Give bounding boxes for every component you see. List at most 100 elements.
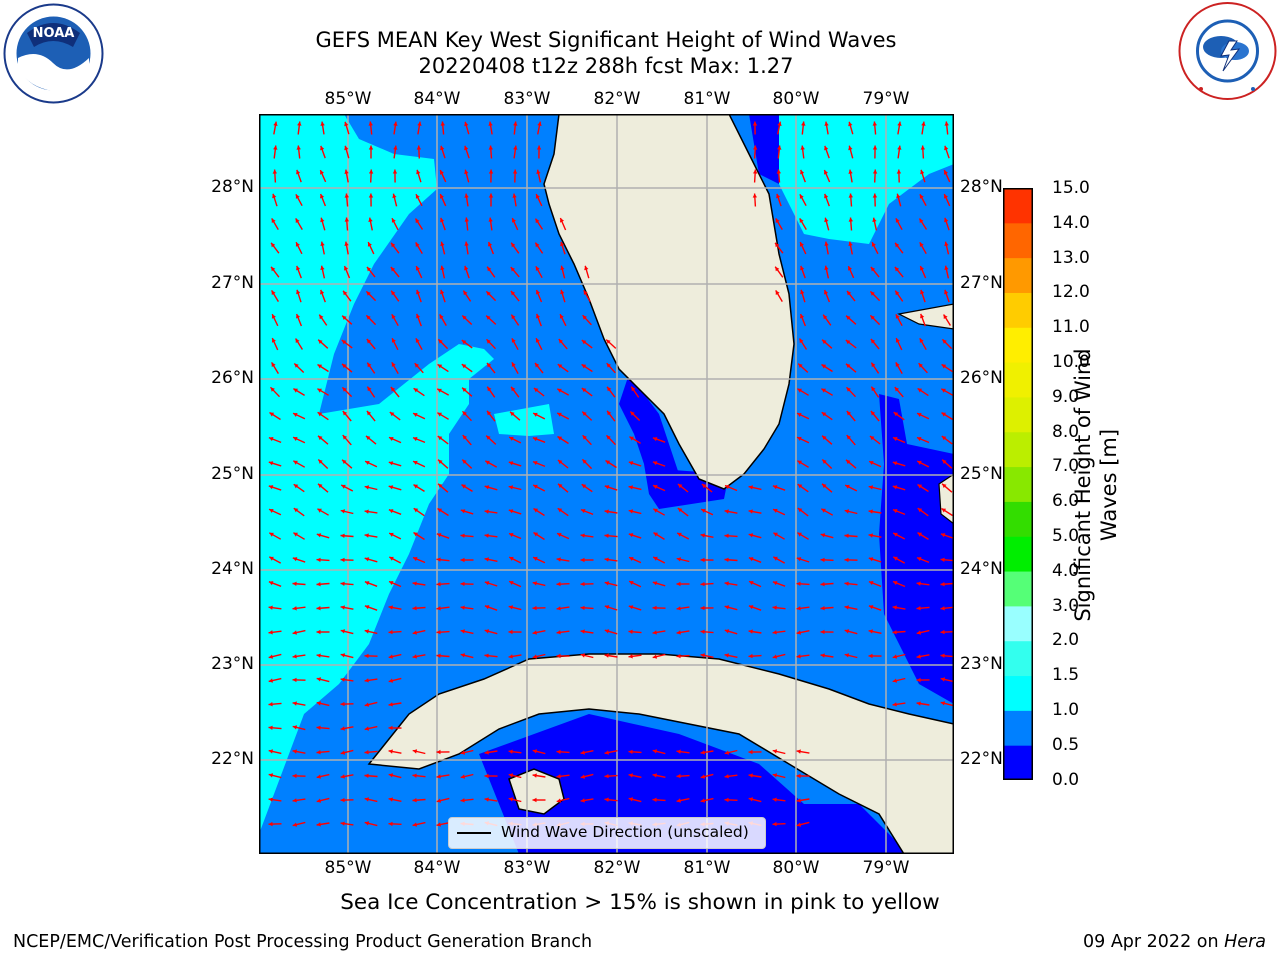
wave-direction-arrowhead: [796, 630, 801, 635]
wave-direction-arrowhead: [393, 121, 398, 126]
wave-direction-arrowhead: [484, 509, 489, 514]
cbar-tick-1-5: 1.5: [1052, 665, 1080, 685]
wave-direction-arrowhead: [460, 605, 465, 610]
wave-direction-arrowhead: [676, 798, 681, 803]
wave-direction-arrowhead: [486, 315, 491, 320]
wave-direction-arrowhead: [701, 484, 707, 489]
wave-direction-arrowhead: [412, 654, 417, 659]
colorbar-band: [1003, 675, 1033, 711]
wave-direction-arrowhead: [413, 460, 418, 465]
wave-direction-arrowhead: [508, 605, 514, 610]
wave-direction-arrowhead: [628, 749, 633, 754]
wave-direction-arrowhead: [388, 725, 393, 731]
wave-direction-arrowhead: [366, 410, 372, 416]
wave-direction-arrowhead: [487, 266, 492, 272]
wave-direction-arrowhead: [268, 821, 273, 827]
wave-direction-arrowhead: [844, 629, 850, 634]
wave-direction-arrowhead: [556, 606, 561, 611]
wave-direction-arrowhead: [388, 461, 394, 466]
colorbar-band: [1003, 640, 1033, 677]
wave-direction-arrowhead: [388, 702, 393, 707]
wave-direction-arrowhead: [292, 773, 297, 779]
wave-direction-arrowhead: [604, 750, 609, 755]
wave-direction-arrowhead: [487, 362, 492, 368]
wave-direction-arrowhead: [630, 411, 635, 416]
wave-direction-arrowhead: [604, 797, 609, 802]
lon-label-bottom-79: 79°W: [862, 858, 910, 878]
wave-direction-arrowhead: [461, 364, 467, 369]
lat-label-left-25: 25°N: [211, 464, 254, 484]
wave-direction-arrowhead: [917, 388, 923, 393]
wave-direction-arrowhead: [870, 291, 875, 296]
nws-logo: [1177, 1, 1278, 101]
wave-direction-arrowhead: [508, 773, 514, 778]
wave-direction-arrowhead: [895, 314, 900, 319]
wave-direction-arrowhead: [340, 509, 346, 514]
wave-direction-arrowhead: [293, 388, 298, 393]
wave-direction-arrowhead: [316, 606, 321, 611]
wave-direction-arrowhead: [293, 508, 299, 513]
wave-direction-arrowhead: [536, 145, 542, 150]
wave-direction-arrowhead: [512, 218, 516, 223]
wave-direction-arrowhead: [749, 581, 754, 585]
wave-direction-arrowhead: [604, 581, 610, 586]
wave-direction-arrowhead: [320, 121, 325, 126]
wave-direction-arrowhead: [604, 533, 609, 538]
wave-direction-arrowhead: [920, 169, 925, 175]
wave-direction-arrowhead: [676, 630, 681, 635]
wave-direction-arrowhead: [342, 411, 348, 416]
wave-direction-arrowhead: [895, 362, 900, 367]
wave-direction-arrowhead: [676, 581, 681, 587]
wave-direction-arrowhead: [268, 630, 273, 635]
florida-land: [543, 113, 795, 490]
wave-direction-arrowhead: [870, 315, 875, 320]
wave-direction-arrowhead: [292, 654, 297, 659]
wave-direction-arrowhead: [944, 241, 949, 247]
wave-direction-arrowhead: [437, 412, 442, 417]
lat-label-right-28: 28°N: [960, 177, 1003, 197]
wave-direction-arrowhead: [896, 193, 901, 199]
wave-direction-arrowhead: [388, 629, 393, 635]
wave-direction-arrowhead: [268, 581, 274, 586]
wave-direction-arrowhead: [393, 145, 398, 150]
wave-direction-arrowhead: [294, 363, 299, 368]
wave-direction-arrowhead: [772, 773, 778, 778]
wave-direction-arrowhead: [318, 483, 323, 489]
colorbar-ticks: 15.0 14.0 13.0 12.0 11.0 10.0 9.0 8.0 7.…: [1034, 178, 1114, 790]
wave-direction-arrowhead: [870, 339, 876, 344]
wave-direction-arrowhead: [772, 654, 778, 659]
cbar-tick-3: 3.0: [1052, 596, 1080, 616]
wave-direction-arrowhead: [272, 193, 277, 199]
colorbar-band: [1003, 396, 1033, 433]
wave-direction-arrowhead: [413, 532, 418, 537]
wave-direction-arrowhead: [484, 605, 490, 610]
wave-direction-arrowhead: [820, 653, 825, 658]
wave-direction-arrowhead: [316, 557, 321, 563]
cbar-tick-11: 11.0: [1052, 317, 1090, 337]
wave-direction-arrowhead: [799, 218, 804, 223]
wave-direction-arrowhead: [463, 290, 468, 296]
wave-direction-arrowhead: [748, 557, 754, 562]
wave-direction-arrowhead: [389, 581, 394, 586]
wave-direction-arrowhead: [820, 557, 825, 563]
wave-direction-arrowhead: [462, 411, 467, 416]
lat-label-left-27: 27°N: [211, 273, 254, 293]
wave-direction-arrowhead: [892, 678, 898, 683]
wave-direction-arrowhead: [460, 533, 465, 538]
wave-direction-arrowhead: [652, 630, 657, 635]
wave-direction-arrowhead: [776, 193, 781, 199]
wave-direction-arrowhead: [582, 411, 587, 416]
wave-direction-arrowhead: [845, 340, 851, 345]
wave-direction-arrowhead: [557, 508, 563, 513]
wave-direction-arrowhead: [824, 121, 829, 126]
wave-direction-arrowhead: [628, 605, 634, 610]
wave-direction-arrowhead: [920, 145, 925, 150]
wave-direction-arrowhead: [893, 437, 898, 442]
wave-direction-arrowhead: [846, 315, 851, 320]
wave-direction-arrowhead: [773, 532, 778, 537]
wave-direction-arrowhead: [797, 460, 802, 465]
wave-direction-arrowhead: [677, 508, 683, 513]
wave-direction-arrowhead: [391, 362, 396, 367]
wave-direction-arrowhead: [316, 582, 321, 587]
wave-direction-arrowhead: [607, 386, 612, 392]
